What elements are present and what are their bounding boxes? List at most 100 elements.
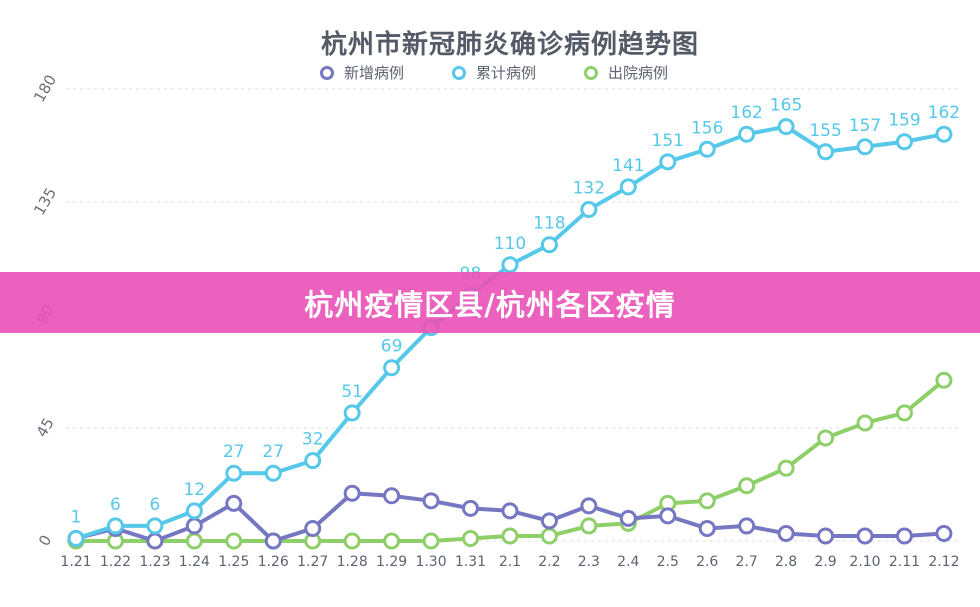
- data-label: 165: [770, 96, 802, 116]
- x-tick-label: 1.23: [139, 554, 170, 570]
- chart-legend: 新增病例 累计病例 出院病例: [320, 62, 668, 83]
- data-point: [185, 517, 203, 535]
- data-label: 32: [302, 430, 324, 450]
- x-tick-label: 1.30: [415, 554, 446, 570]
- x-tick-label: 2.2: [538, 554, 560, 570]
- y-tick-label: 45: [33, 415, 58, 441]
- x-tick-label: 2.11: [889, 554, 920, 570]
- data-point: [935, 524, 953, 542]
- y-tick-label: 0: [35, 532, 55, 549]
- data-point: [304, 519, 322, 537]
- overlay-banner: 杭州疫情区县/杭州各区疫情: [0, 272, 980, 333]
- data-label: 12: [184, 480, 206, 500]
- data-point: [462, 529, 479, 547]
- x-tick-label: 1.29: [376, 554, 407, 570]
- banner-text: 杭州疫情区县/杭州各区疫情: [304, 287, 676, 322]
- legend-marker-discharged: [584, 65, 599, 80]
- data-point: [659, 153, 677, 171]
- data-point: [383, 532, 401, 550]
- data-point: [777, 524, 795, 542]
- legend-marker-new-cases: [320, 65, 334, 80]
- data-point: [580, 201, 598, 219]
- data-point: [501, 256, 519, 274]
- data-label: 141: [612, 156, 644, 176]
- x-tick-label: 1.22: [100, 554, 131, 570]
- data-label: 151: [652, 131, 684, 151]
- data-point: [777, 118, 795, 136]
- x-tick-label: 2.8: [775, 554, 797, 570]
- x-tick-label: 1.27: [297, 554, 328, 570]
- data-point: [264, 532, 282, 550]
- legend-label-total-cases: 累计病例: [476, 64, 537, 82]
- data-point: [817, 143, 835, 161]
- legend-item-new-cases: 新增病例: [320, 62, 404, 83]
- legend-marker-total-cases: [452, 65, 467, 80]
- data-label: 51: [341, 382, 363, 402]
- data-point: [580, 517, 598, 535]
- x-tick-label: 1.28: [337, 554, 368, 570]
- legend-item-total-cases: 累计病例: [452, 62, 536, 83]
- data-label: 6: [149, 495, 160, 515]
- data-point: [698, 492, 716, 510]
- y-tick-label: 135: [30, 185, 60, 219]
- data-point: [738, 125, 756, 143]
- data-point: [225, 494, 243, 512]
- data-point: [738, 477, 756, 495]
- data-point: [422, 532, 440, 550]
- data-point: [264, 464, 282, 482]
- data-label: 118: [533, 214, 565, 234]
- data-point: [67, 529, 85, 547]
- data-point: [422, 492, 440, 510]
- x-tick-label: 2.5: [657, 554, 679, 570]
- data-point: [185, 532, 203, 550]
- legend-item-discharged: 出院病例: [584, 62, 668, 83]
- data-label: 162: [730, 103, 762, 123]
- data-point: [895, 133, 913, 151]
- legend-label-discharged: 出院病例: [608, 64, 669, 82]
- data-label: 69: [381, 337, 403, 357]
- data-point: [501, 502, 519, 520]
- data-label: 156: [691, 118, 723, 138]
- data-point: [462, 499, 479, 517]
- chart-title: 杭州市新冠肺炎确诊病例趋势图: [320, 30, 699, 60]
- data-point: [856, 414, 874, 432]
- data-point: [856, 138, 874, 156]
- x-tick-label: 2.1: [499, 554, 521, 570]
- x-tick-label: 2.3: [578, 554, 600, 570]
- data-label: 155: [809, 121, 841, 141]
- data-point: [895, 404, 913, 422]
- data-label: 110: [494, 234, 526, 254]
- data-point: [540, 236, 558, 254]
- x-tick-label: 1.24: [179, 554, 210, 570]
- data-point: [304, 452, 322, 470]
- x-tick-label: 1.21: [60, 554, 91, 570]
- data-point: [895, 527, 913, 545]
- x-tick-label: 1.26: [258, 554, 289, 570]
- data-point: [383, 359, 401, 377]
- data-point: [343, 532, 361, 550]
- data-point: [501, 527, 519, 545]
- x-tick-label: 2.7: [736, 554, 758, 570]
- data-point: [698, 519, 716, 537]
- data-point: [146, 517, 164, 535]
- data-point: [343, 404, 361, 422]
- data-point: [817, 429, 835, 447]
- data-point: [106, 517, 124, 535]
- data-point: [935, 125, 953, 143]
- data-label: 1: [71, 507, 82, 527]
- data-point: [738, 517, 756, 535]
- data-point: [146, 532, 164, 550]
- data-point: [540, 512, 558, 530]
- data-point: [619, 178, 637, 196]
- data-label: 27: [262, 442, 284, 462]
- x-tick-label: 2.9: [814, 554, 836, 570]
- legend-label-new-cases: 新增病例: [344, 64, 405, 82]
- data-point: [383, 487, 401, 505]
- data-point: [935, 371, 953, 389]
- x-tick-label: 2.12: [928, 554, 959, 570]
- y-tick-label: 180: [30, 72, 60, 106]
- data-point: [540, 527, 558, 545]
- data-label: 132: [573, 179, 605, 199]
